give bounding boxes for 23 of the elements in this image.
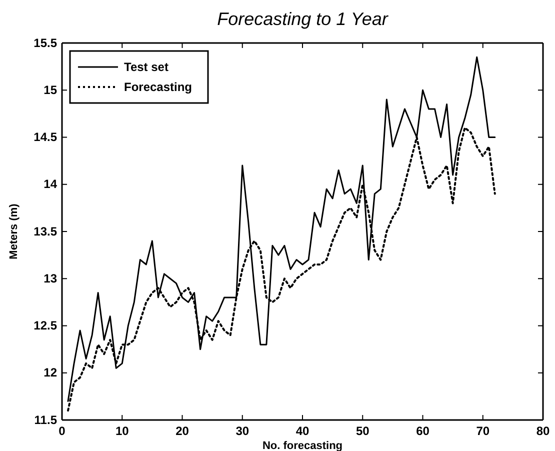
x-axis-title: No. forecasting [262, 440, 343, 451]
y-tick-label: 14 [44, 177, 58, 192]
y-tick-label: 13 [44, 271, 58, 286]
x-tick-label: 20 [176, 424, 190, 438]
x-tick-label: 50 [356, 424, 370, 438]
x-tick-label: 40 [296, 424, 310, 438]
x-tick-label: 80 [536, 424, 550, 438]
y-tick-label: 11.5 [34, 412, 58, 427]
x-tick-label: 70 [476, 424, 490, 438]
x-tick-label: 10 [115, 424, 130, 438]
x-tick-label: 60 [416, 424, 430, 438]
chart-title: Forecasting to 1 Year [217, 9, 389, 29]
y-tick-label: 12.5 [34, 318, 58, 333]
x-tick-label: 0 [58, 424, 66, 438]
y-tick-label: 14.5 [34, 130, 58, 144]
y-axis-title: Meters (m) [8, 203, 20, 260]
legend-label: Test set [124, 60, 168, 74]
legend-label: Forecasting [124, 80, 192, 94]
y-tick-label: 15 [44, 82, 58, 97]
y-tick-label: 12 [44, 366, 58, 380]
y-tick-label: 15.5 [34, 36, 58, 50]
x-tick-label: 30 [236, 424, 250, 438]
y-tick-label: 13.5 [34, 224, 58, 238]
